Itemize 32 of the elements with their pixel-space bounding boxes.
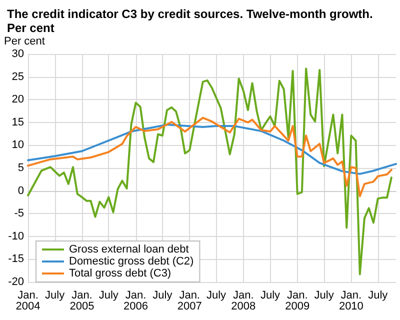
y-tick-label: 20 [12,94,24,106]
x-tick-label: Jan. 2008 [231,290,256,312]
y-tick-label: -5 [14,208,24,220]
x-tick-label: July [206,290,227,302]
x-tick-label: July [260,290,281,302]
y-tick-label: 25 [12,70,24,83]
x-tick-label: July [314,290,334,302]
y-tick-label: 10 [12,139,24,152]
y-tick-label: 5 [18,162,24,174]
x-tick-label: Jan. 2005 [70,290,94,312]
x-tick-label: Jan. 2007 [177,290,202,312]
chart-title: The credit indicator C3 by credit sources. Twelve-month growth. Per cent [7,7,376,35]
x-tick-label: July [98,290,119,302]
y-tick-label: 0 [18,184,24,197]
line-series [27,124,397,175]
y-tick-label: -15 [8,253,24,266]
y-axis-title: Per cent [4,36,45,48]
legend-label: Gross external loan debt [69,244,189,256]
x-tick-label: July [152,290,173,302]
y-tick-label: -10 [8,230,24,242]
x-tick-label: July [45,290,66,302]
x-tick-label: Jan. 2009 [285,290,310,312]
y-tick-label: 30 [12,48,24,60]
y-tick-label: 15 [12,116,24,128]
legend-label: Domestic gross debt (C2) [69,256,194,268]
x-tick-label: Jan. 2010 [338,290,364,312]
y-tick-label: -20 [8,276,24,288]
line-series [27,116,392,198]
legend-label: Total gross debt (C3) [69,268,172,280]
x-tick-label: Jan. 2006 [124,290,148,312]
x-tick-label: Jan. 2004 [16,290,40,312]
x-tick-label: July [368,290,388,302]
